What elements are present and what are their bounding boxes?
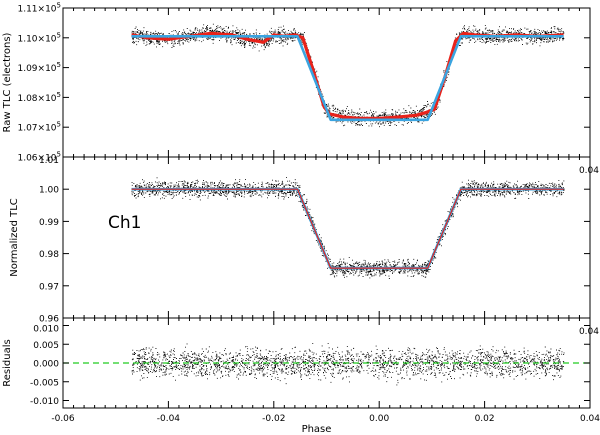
residuals-corner-label: 0.04 [579,327,599,337]
phase-x-axis-label: Phase [302,424,332,435]
y-tick-label: 1.06×105 [17,151,61,164]
residuals-tick-marks [62,318,591,408]
raw-fit-lines [131,31,564,122]
y-tick-label: 0.010 [33,325,59,335]
raw-y-tick-labels: 1.06×105 1.07×105 1.08×105 1.09×105 1.10×105… [17,2,61,164]
normalized-y-tick-labels: 0.96 0.97 0.98 0.99 1.00 1.01 [39,156,59,325]
y-tick-label: 0.96 [39,315,59,325]
normalized-fit-lines [131,187,564,270]
y-tick-label: -0.010 [30,397,59,407]
normalized-y-axis-label: Normalized TLC [9,198,20,277]
x-tick-label: -0.06 [51,414,75,424]
x-tick-label: -0.02 [262,414,285,424]
normalized-tick-marks [62,156,591,319]
raw-tlc-panel: 1.06×105 1.07×105 1.08×105 1.09×105 1.10×105… [2,2,591,164]
raw-y-axis-label: Raw TLC (electrons) [2,32,13,132]
phase-x-tick-labels: -0.06 -0.04 -0.02 0.00 0.02 0.04 [51,414,600,424]
y-tick-label: 1.07×105 [17,121,61,134]
y-tick-label: 1.11×105 [17,2,61,15]
x-tick-label: 0.04 [580,414,600,424]
y-tick-label: 0.98 [39,250,59,260]
channel-annotation: Ch1 [108,213,141,233]
y-tick-label: -0.005 [30,378,59,388]
y-tick-label: 1.00 [39,186,59,196]
y-tick-label: 1.01 [39,156,59,166]
normalized-corner-label: 0.04 [579,166,599,176]
binned-line [131,31,564,120]
y-tick-label: 0.005 [33,341,59,351]
residuals-y-axis-label: Residuals [2,339,13,386]
x-tick-label: 0.00 [369,414,389,424]
y-tick-label: 0.000 [33,360,59,370]
fit-line [131,188,564,269]
y-tick-label: 1.10×105 [17,31,61,44]
residuals-y-tick-labels: -0.010 -0.005 0.000 0.005 0.010 [30,325,59,408]
normalized-data-points [131,177,565,279]
model-line [131,34,564,122]
y-tick-label: 0.97 [39,282,59,292]
y-tick-label: 1.09×105 [17,61,61,74]
normalized-tlc-panel: 0.960.970.980.991.001.01 Normalized TLC … [9,156,599,325]
y-tick-label: 0.99 [39,218,59,228]
y-tick-label: 1.08×105 [17,91,61,104]
x-tick-label: -0.04 [157,414,181,424]
x-tick-label: 0.02 [475,414,495,424]
data-point-cloud [131,177,565,279]
